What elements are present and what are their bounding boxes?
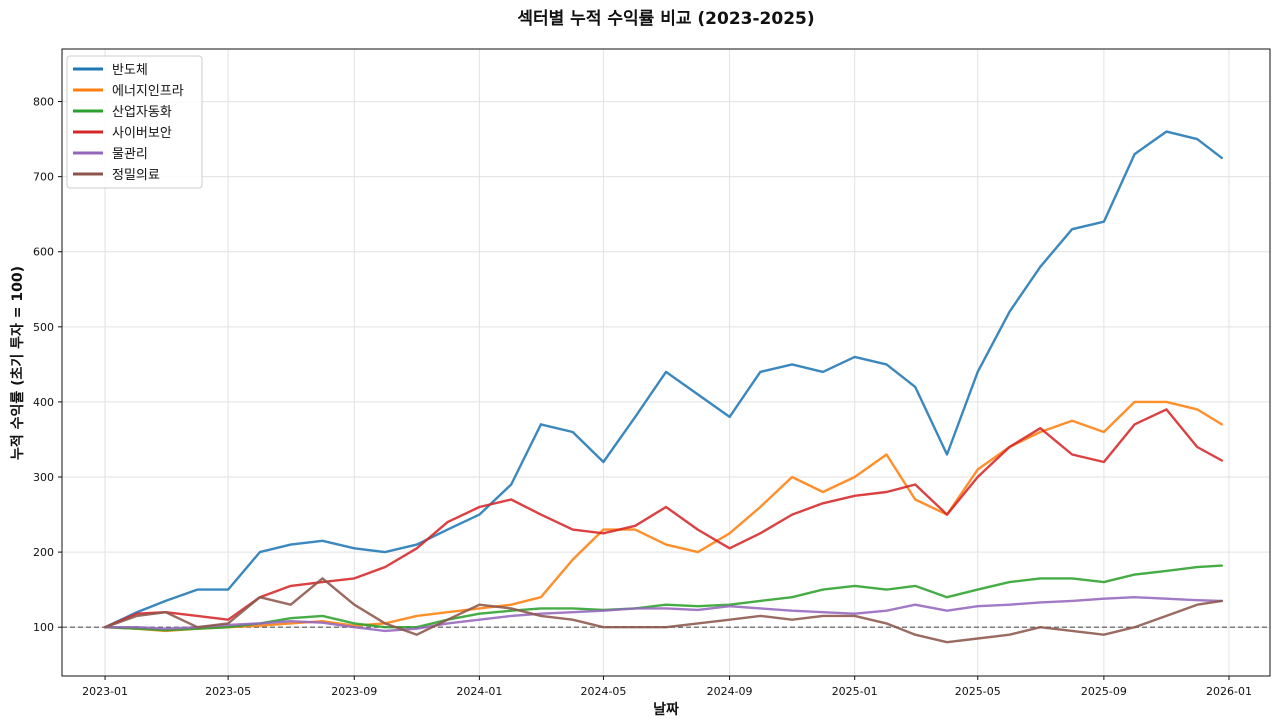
chart-title: 섹터별 누적 수익률 비교 (2023-2025): [517, 9, 814, 29]
series-line-6: [103, 577, 1223, 644]
series-line-5: [103, 596, 1223, 633]
y-tick-label: 100: [33, 621, 54, 634]
x-tick-label: 2023-09: [331, 685, 377, 698]
series-line-3: [103, 564, 1223, 632]
y-axis-ticks: 100 200 300 400 500 600 700 800: [33, 96, 62, 634]
legend-label: 에너지인프라: [112, 84, 184, 99]
x-axis-ticks: 2023-01 2023-05 2023-09 2024-01 2024-05 2024-…: [82, 676, 1252, 698]
x-tick-label: 2025-01: [832, 685, 878, 698]
legend-label: 물관리: [112, 147, 148, 162]
series-line-4: [103, 408, 1223, 629]
x-tick-label: 2025-09: [1081, 685, 1127, 698]
series-line-1: [103, 130, 1223, 629]
y-tick-label: 200: [33, 546, 54, 559]
legend-label: 정밀의료: [112, 168, 160, 183]
x-tick-label: 2024-05: [580, 685, 626, 698]
legend-label: 사이버보안: [112, 126, 172, 141]
y-tick-label: 500: [33, 321, 54, 334]
y-tick-label: 800: [33, 96, 54, 109]
y-tick-label: 600: [33, 246, 54, 259]
x-tick-label: 2026-01: [1206, 685, 1252, 698]
y-tick-label: 700: [33, 171, 54, 184]
x-tick-label: 2024-09: [707, 685, 753, 698]
y-tick-label: 400: [33, 396, 54, 409]
y-axis-label: 누적 수익률 (초기 투자 = 100): [9, 266, 26, 460]
x-tick-label: 2023-05: [205, 685, 251, 698]
series-group: [103, 130, 1223, 644]
x-tick-label: 2023-01: [82, 685, 128, 698]
series-line-2: [103, 400, 1223, 633]
x-tick-label: 2024-01: [456, 685, 502, 698]
legend-label: 반도체: [112, 63, 148, 78]
legend-label: 산업자동화: [112, 105, 172, 120]
y-tick-label: 300: [33, 471, 54, 484]
plot-frame: [61, 48, 1271, 677]
x-axis-label: 날짜: [653, 702, 679, 718]
x-tick-label: 2025-05: [955, 685, 1001, 698]
